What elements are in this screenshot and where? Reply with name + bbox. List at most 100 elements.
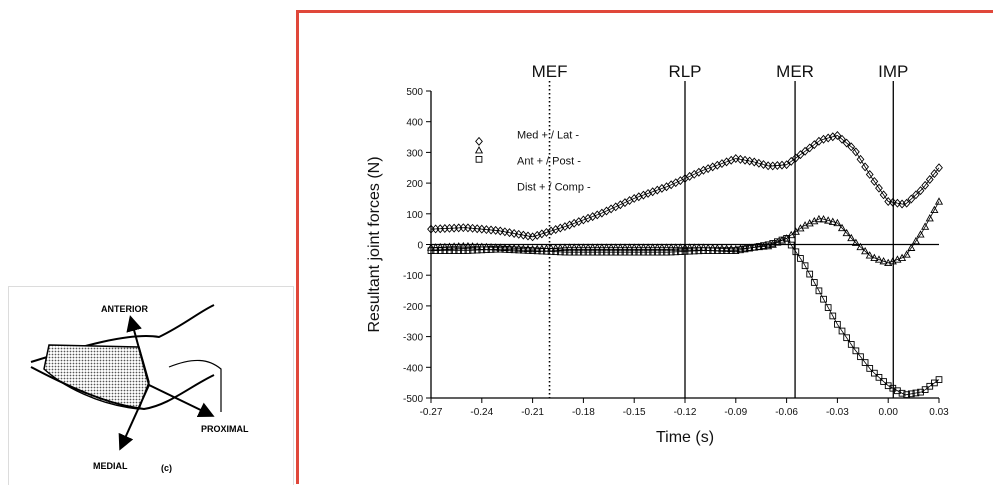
data-point-diamond xyxy=(930,169,939,179)
data-point-square xyxy=(700,247,707,254)
data-point-triangle xyxy=(680,243,690,251)
data-point-square xyxy=(603,248,610,256)
data-point-square xyxy=(774,238,781,246)
data-point-square xyxy=(432,247,439,254)
x-tick-label: 0.03 xyxy=(929,407,949,418)
data-point-diamond xyxy=(791,153,800,163)
data-point-diamond xyxy=(838,134,846,144)
data-point-square xyxy=(580,248,587,256)
data-point-diamond xyxy=(551,225,560,234)
data-point-diamond xyxy=(528,232,537,242)
data-point-square xyxy=(621,248,629,256)
data-point-triangle xyxy=(921,222,930,230)
data-point-square xyxy=(593,248,601,256)
data-point-square xyxy=(653,248,661,256)
legend-symbol-triangle xyxy=(474,146,484,154)
data-point-triangle xyxy=(828,217,837,225)
data-point-square xyxy=(847,341,855,348)
data-point-square xyxy=(644,248,652,256)
proximal-bone-edge xyxy=(168,359,222,412)
data-point-triangle xyxy=(630,243,639,251)
data-point-triangle xyxy=(463,241,473,250)
data-point-triangle xyxy=(579,243,588,251)
data-point-square xyxy=(907,390,915,398)
x-tick-label: 0.00 xyxy=(878,407,898,418)
data-point-diamond xyxy=(833,131,842,141)
data-point-diamond xyxy=(500,227,509,237)
data-point-square xyxy=(478,246,486,254)
data-point-square xyxy=(552,248,560,256)
data-point-square xyxy=(718,247,726,254)
data-point-triangle xyxy=(856,242,865,251)
data-point-square xyxy=(713,247,721,254)
data-point-square xyxy=(667,248,675,256)
y-tick-label: -500 xyxy=(403,394,423,405)
data-point-square xyxy=(663,248,670,256)
data-point-square xyxy=(455,247,463,254)
data-point-square xyxy=(787,241,795,249)
data-point-diamond xyxy=(888,197,897,207)
data-point-diamond xyxy=(847,142,856,152)
data-point-square xyxy=(875,373,883,381)
data-point-square xyxy=(524,247,532,254)
data-point-diamond xyxy=(547,226,555,236)
data-point-square xyxy=(450,247,458,254)
data-point-diamond xyxy=(861,162,870,172)
data-point-triangle xyxy=(556,243,565,251)
data-point-triangle xyxy=(551,243,560,252)
x-tick-label: -0.15 xyxy=(623,407,646,418)
data-point-triangle xyxy=(602,243,611,251)
data-point-diamond xyxy=(879,190,888,200)
data-point-square xyxy=(538,247,546,255)
data-point-square xyxy=(866,365,874,372)
data-point-diamond xyxy=(731,154,740,164)
y-tick-label: 500 xyxy=(406,87,423,98)
data-point-square xyxy=(446,247,453,254)
data-point-square xyxy=(501,246,509,253)
data-point-diamond xyxy=(524,231,532,241)
data-point-triangle xyxy=(639,243,648,251)
data-point-triangle xyxy=(837,223,847,232)
data-point-square xyxy=(436,247,444,254)
data-point-square xyxy=(755,243,763,250)
y-tick-label: 0 xyxy=(417,241,423,252)
y-tick-label: 300 xyxy=(406,148,423,159)
data-point-square xyxy=(533,247,541,255)
data-point-square xyxy=(630,248,638,256)
legend-symbol-square xyxy=(475,155,483,163)
data-point-square xyxy=(732,247,740,254)
data-point-triangle xyxy=(570,243,579,251)
data-point-square xyxy=(750,243,758,251)
data-point-triangle xyxy=(459,241,468,250)
data-point-diamond xyxy=(810,140,819,150)
data-point-square xyxy=(829,312,837,320)
data-point-triangle xyxy=(473,242,482,250)
data-point-square xyxy=(598,248,606,256)
data-point-diamond xyxy=(875,183,883,193)
event-label-mer: MER xyxy=(776,62,814,81)
data-point-square xyxy=(575,248,583,256)
medial-axis-arrow xyxy=(118,384,150,451)
data-point-triangle xyxy=(611,243,620,251)
data-point-triangle xyxy=(671,243,680,251)
data-point-triangle xyxy=(662,243,671,251)
data-point-diamond xyxy=(759,160,768,170)
x-tick-label: -0.27 xyxy=(420,407,443,418)
data-point-diamond xyxy=(505,228,514,238)
series-diamond xyxy=(427,131,943,242)
data-point-square xyxy=(737,246,744,254)
data-point-triangle xyxy=(870,253,879,261)
data-point-square xyxy=(566,248,573,256)
data-point-diamond xyxy=(925,174,934,184)
data-point-square xyxy=(857,353,864,361)
data-point-triangle xyxy=(648,243,657,251)
data-point-triangle xyxy=(865,251,874,259)
data-point-diamond xyxy=(796,150,805,160)
data-point-square xyxy=(547,248,555,255)
shoulder-axes-illustration: ANTERIOR MEDIAL PROXIMAL (c) xyxy=(30,304,249,473)
data-point-square xyxy=(935,376,943,383)
data-point-diamond xyxy=(916,186,925,196)
data-point-square xyxy=(815,287,823,295)
event-label-rlp: RLP xyxy=(668,62,701,81)
data-point-square xyxy=(492,245,500,253)
